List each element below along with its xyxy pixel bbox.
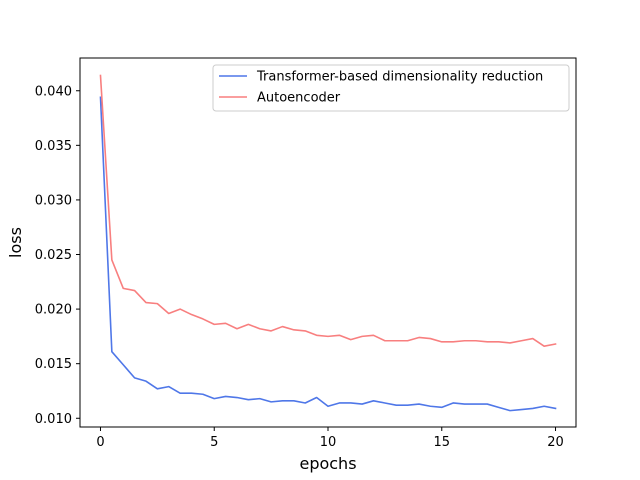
x-tick-label: 5 [210, 435, 218, 450]
y-tick-label: 0.035 [35, 139, 72, 154]
series-line-autoencoder [99, 74, 557, 348]
legend-label-autoencoder: Autoencoder [257, 91, 341, 106]
y-tick-label: 0.010 [35, 412, 72, 427]
x-tick-label: 10 [320, 435, 337, 450]
legend-label-transformer: Transformer-based dimensionality reducti… [256, 70, 543, 85]
y-tick-label: 0.025 [35, 248, 72, 263]
x-tick-label: 15 [433, 435, 450, 450]
axes-layer: 0 5 10 15 20 0.010 0.015 0.020 0.025 0.030 0.035 0.… [6, 57, 577, 473]
plot-frame [79, 57, 577, 428]
legend-box [212, 64, 570, 112]
y-axis-label: loss [6, 227, 25, 258]
y-tick-label: 0.030 [35, 193, 72, 208]
series-line-transformer [99, 96, 557, 412]
x-axis-label: epochs [299, 454, 356, 473]
y-tick-label: 0.015 [35, 357, 72, 372]
series-layer [99, 74, 557, 412]
y-tick-label: 0.020 [35, 303, 72, 318]
y-tick-label: 0.040 [35, 84, 72, 99]
legend: Transformer-based dimensionality reducti… [212, 64, 570, 112]
x-tick-label: 20 [547, 435, 564, 450]
x-tick-label: 0 [96, 435, 104, 450]
